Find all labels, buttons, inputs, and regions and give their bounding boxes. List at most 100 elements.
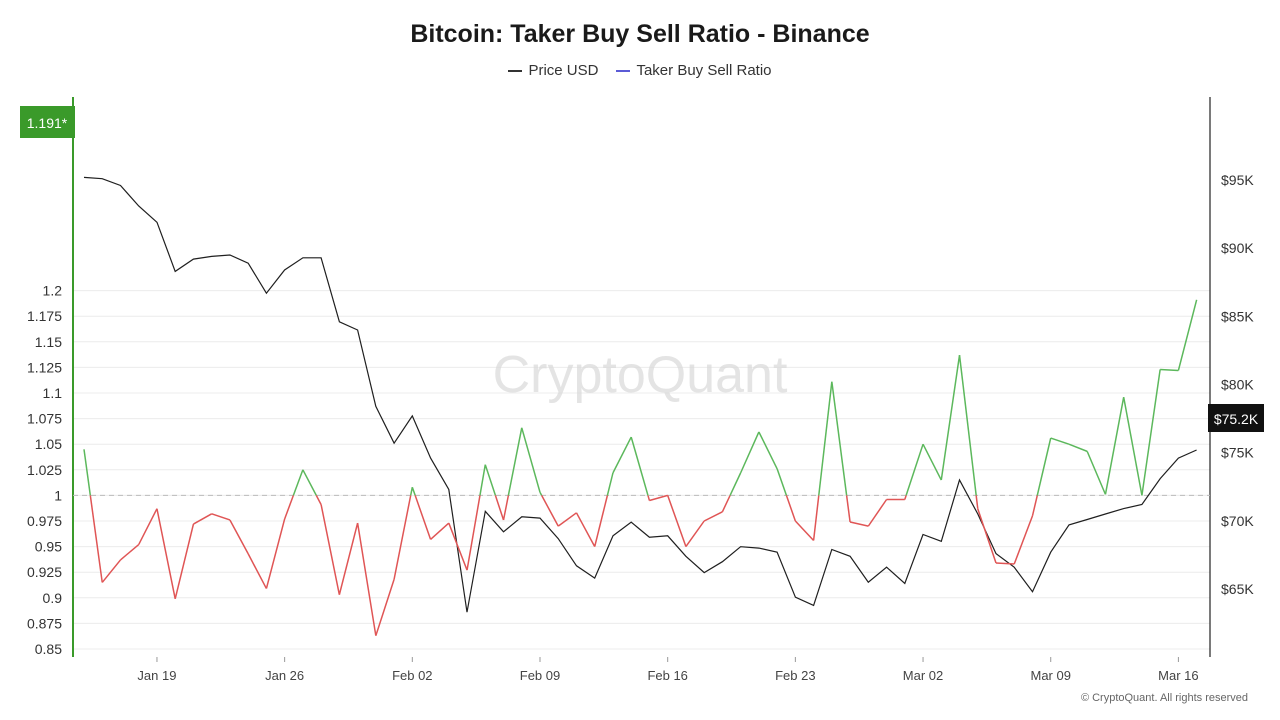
left-tick-label: 1.2 bbox=[43, 283, 63, 299]
ratio-segment bbox=[666, 495, 687, 547]
ratio-segment bbox=[721, 495, 731, 513]
ratio-segment bbox=[89, 495, 103, 583]
ratio-segment bbox=[247, 553, 268, 589]
ratio-segment bbox=[338, 522, 359, 595]
left-tick-label: 1.15 bbox=[35, 334, 62, 350]
ratio-segment bbox=[649, 494, 668, 502]
x-tick-label: Mar 16 bbox=[1158, 668, 1198, 683]
ratio-segment bbox=[958, 355, 977, 496]
ratio-segment bbox=[845, 495, 851, 523]
right-tick-label: $75K bbox=[1221, 445, 1254, 461]
ratio-segment bbox=[1122, 396, 1143, 496]
ratio-segment bbox=[101, 559, 122, 583]
copyright-notice: © CryptoQuant. All rights reserved bbox=[1080, 692, 1248, 704]
ratio-segment bbox=[539, 491, 543, 496]
ratio-segment bbox=[448, 522, 468, 571]
ratio-segment bbox=[794, 520, 815, 541]
ratio-segment bbox=[484, 464, 497, 496]
ratio-segment bbox=[466, 495, 481, 571]
ratio-segment bbox=[502, 495, 510, 521]
ratio-segment bbox=[922, 443, 942, 481]
current-ratio-label-bg bbox=[20, 106, 75, 138]
ratio-segment bbox=[977, 508, 997, 564]
ratio-segment bbox=[315, 495, 322, 505]
right-tick-label: $95K bbox=[1221, 172, 1254, 188]
ratio-segment bbox=[320, 504, 341, 595]
ratio-segment bbox=[411, 486, 416, 496]
ratio-segment bbox=[211, 513, 231, 521]
current-price-label: $75.2K bbox=[1214, 411, 1259, 427]
right-tick-label: $90K bbox=[1221, 240, 1254, 256]
ratio-segment bbox=[593, 495, 609, 547]
left-tick-label: 1.1 bbox=[43, 385, 63, 401]
x-tick-label: Feb 02 bbox=[392, 668, 432, 683]
ratio-segment bbox=[1086, 451, 1107, 495]
ratio-segment bbox=[302, 469, 317, 496]
current-price-label-bg bbox=[1208, 404, 1264, 432]
right-tick-label: $65K bbox=[1221, 581, 1254, 597]
chart-legend: Price USD Taker Buy Sell Ratio bbox=[0, 62, 1280, 79]
legend-item-ratio[interactable]: Taker Buy Sell Ratio bbox=[616, 62, 772, 79]
ratio-segment bbox=[849, 521, 869, 527]
ratio-segment bbox=[229, 519, 249, 555]
ratio-segment bbox=[729, 472, 742, 496]
left-tick-label: 0.85 bbox=[35, 641, 62, 657]
ratio-segment bbox=[1013, 515, 1034, 565]
ratio-segment bbox=[812, 495, 820, 541]
right-tick-label: $70K bbox=[1221, 513, 1254, 529]
ratio-segment bbox=[1177, 299, 1198, 371]
left-tick-label: 1.175 bbox=[27, 308, 62, 324]
watermark: CryptoQuant bbox=[493, 346, 788, 404]
ratio-segment bbox=[940, 355, 961, 481]
right-tick-label: $80K bbox=[1221, 377, 1254, 393]
legend-item-price[interactable]: Price USD bbox=[508, 62, 598, 79]
left-tick-label: 1 bbox=[54, 487, 62, 503]
ratio-segment bbox=[430, 522, 450, 540]
ratio-segment bbox=[356, 522, 377, 636]
ratio-segment bbox=[494, 495, 505, 521]
ratio-segment bbox=[557, 512, 577, 527]
legend-label-price: Price USD bbox=[528, 62, 599, 79]
ratio-segment bbox=[818, 381, 833, 496]
x-tick-label: Feb 16 bbox=[647, 668, 687, 683]
ratio-segment bbox=[739, 431, 760, 474]
ratio-segment bbox=[867, 499, 888, 527]
left-tick-label: 1.05 bbox=[35, 436, 62, 452]
x-tick-label: Mar 09 bbox=[1030, 668, 1070, 683]
ratio-segment bbox=[1031, 495, 1039, 517]
ratio-segment bbox=[1141, 369, 1161, 496]
x-tick-label: Feb 09 bbox=[520, 668, 560, 683]
ratio-segment bbox=[1050, 437, 1070, 445]
ratio-segment bbox=[174, 523, 195, 600]
x-tick-label: Mar 02 bbox=[903, 668, 943, 683]
ratio-segment bbox=[1160, 368, 1179, 372]
left-tick-label: 1.125 bbox=[27, 359, 62, 375]
ratio-segment bbox=[540, 495, 559, 527]
ratio-segment bbox=[521, 427, 541, 493]
ratio-segment bbox=[138, 508, 158, 545]
ratio-segment bbox=[831, 381, 848, 496]
ratio-segment bbox=[83, 449, 92, 496]
ratio-segment bbox=[507, 427, 523, 496]
ratio-segment bbox=[479, 464, 487, 496]
ratio-segment bbox=[375, 579, 395, 636]
ratio-segment bbox=[193, 513, 213, 525]
ratio-segment bbox=[630, 436, 649, 496]
ratio-segment bbox=[904, 495, 907, 500]
ratio-segment bbox=[1036, 437, 1052, 496]
left-tick-label: 1.025 bbox=[27, 462, 62, 478]
legend-label-ratio: Taker Buy Sell Ratio bbox=[636, 62, 772, 79]
ratio-segment bbox=[265, 518, 286, 589]
ratio-segment bbox=[785, 495, 797, 522]
legend-swatch-price bbox=[508, 69, 523, 72]
x-tick-label: Jan 19 bbox=[137, 668, 176, 683]
left-tick-label: 0.925 bbox=[27, 564, 62, 580]
ratio-segment bbox=[758, 431, 778, 470]
right-tick-label: $85K bbox=[1221, 308, 1254, 324]
legend-swatch-ratio bbox=[616, 69, 631, 72]
ratio-segment bbox=[995, 562, 1015, 565]
ratio-segment bbox=[975, 495, 979, 509]
left-tick-label: 0.95 bbox=[35, 539, 62, 555]
ratio-segment bbox=[156, 508, 176, 599]
ratio-segment bbox=[1068, 443, 1088, 453]
